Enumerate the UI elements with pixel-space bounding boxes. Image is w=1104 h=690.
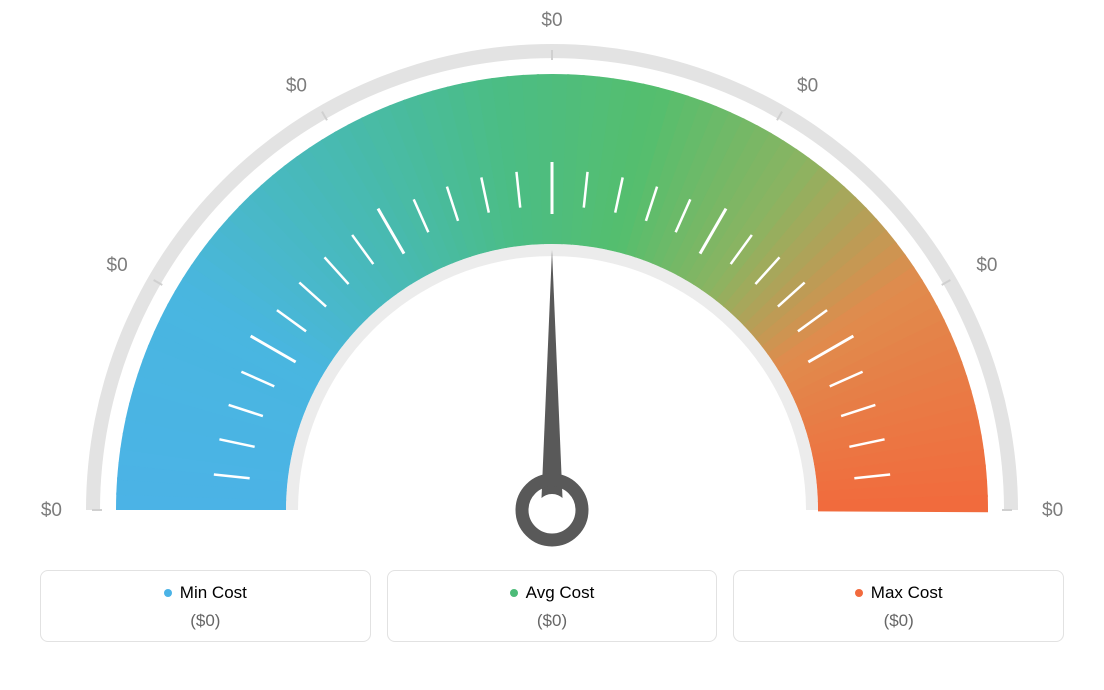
legend-label-min: Min Cost — [180, 583, 247, 603]
legend-card-min: Min Cost ($0) — [40, 570, 371, 642]
gauge-chart: $0 $0 $0 $0 $0 $0 $0 — [0, 0, 1104, 560]
legend-card-avg: Avg Cost ($0) — [387, 570, 718, 642]
legend-title-min: Min Cost — [164, 583, 247, 603]
legend-dot-min — [164, 589, 172, 597]
legend-value-max: ($0) — [744, 611, 1053, 631]
legend-label-max: Max Cost — [871, 583, 943, 603]
cost-gauge-container: $0 $0 $0 $0 $0 $0 $0 Min Cost ($0) Avg Cost ($… — [0, 0, 1104, 690]
svg-text:$0: $0 — [41, 500, 62, 521]
legend-title-max: Max Cost — [855, 583, 943, 603]
legend-dot-avg — [510, 589, 518, 597]
legend-card-max: Max Cost ($0) — [733, 570, 1064, 642]
legend-title-avg: Avg Cost — [510, 583, 595, 603]
svg-text:$0: $0 — [286, 76, 307, 97]
svg-text:$0: $0 — [541, 10, 562, 31]
legend-label-avg: Avg Cost — [526, 583, 595, 603]
legend-value-avg: ($0) — [398, 611, 707, 631]
gauge-svg: $0 $0 $0 $0 $0 $0 $0 — [0, 0, 1104, 560]
svg-text:$0: $0 — [797, 76, 818, 97]
legend-row: Min Cost ($0) Avg Cost ($0) Max Cost ($0… — [0, 570, 1104, 642]
svg-text:$0: $0 — [976, 255, 997, 276]
legend-dot-max — [855, 589, 863, 597]
svg-text:$0: $0 — [1042, 500, 1063, 521]
legend-value-min: ($0) — [51, 611, 360, 631]
svg-text:$0: $0 — [107, 255, 128, 276]
